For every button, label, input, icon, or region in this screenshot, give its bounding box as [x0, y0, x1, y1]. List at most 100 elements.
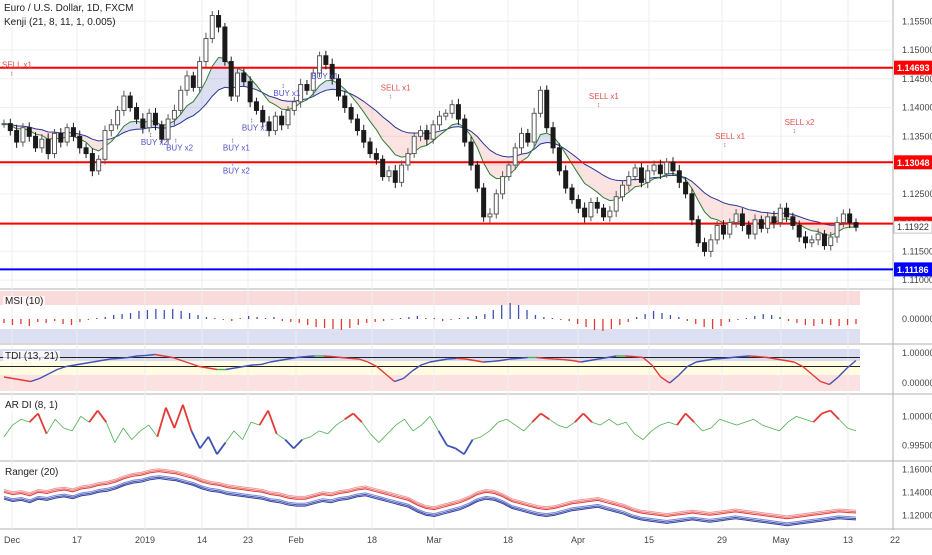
indicator-title: Kenji (21, 8, 11, 1, 0.005): [4, 17, 116, 28]
tdi-tick-label: 1.00000: [902, 348, 932, 358]
candle-body: [613, 196, 619, 212]
candle-body: [765, 216, 771, 229]
tdi-segment: [589, 358, 599, 362]
candle-body: [834, 222, 840, 238]
candle-body: [380, 158, 386, 178]
ranger-band: [3, 471, 857, 520]
candle-body: [847, 213, 853, 224]
time-tick-label: 2019: [135, 535, 155, 545]
ma-cloud: [572, 153, 579, 174]
tdi-segment: [367, 361, 378, 368]
tdi-segment: [101, 358, 111, 362]
ardi-segment: [71, 416, 82, 432]
tdi-segment: [509, 357, 519, 360]
ma-cloud: [540, 133, 547, 145]
ardi-segment: [3, 424, 13, 437]
time-tick-label: 18: [367, 535, 377, 545]
ardi-segment: [122, 427, 133, 440]
tdi-segment: [784, 359, 794, 363]
candle-body: [89, 153, 95, 172]
candle-body: [626, 176, 632, 186]
candle-body: [550, 127, 556, 149]
candle-body: [544, 89, 550, 129]
ardi-segment: [199, 436, 210, 449]
candle-body: [146, 112, 152, 129]
tdi-segment: [492, 359, 502, 363]
price-label-box: [894, 262, 932, 277]
ma-cloud: [41, 129, 49, 140]
price-tick-label: 1.15500: [902, 16, 932, 26]
tdi-segment: [722, 356, 732, 360]
ardi-segment: [233, 430, 243, 440]
tdi-segment: [394, 377, 404, 383]
tdi-segment: [252, 363, 262, 366]
tdi-segment: [598, 356, 608, 360]
ardi-segment: [327, 424, 337, 435]
tdi-segment: [563, 358, 573, 362]
ardi-segment: [762, 424, 771, 429]
ma-cloud: [382, 116, 389, 147]
ma-cloud: [319, 80, 326, 93]
ma-cloud: [818, 222, 825, 235]
candle-body: [803, 236, 809, 244]
tdi-segment: [820, 380, 830, 386]
tdi-segment: [837, 367, 848, 378]
candle-body: [506, 164, 512, 178]
ma-cloud: [205, 66, 213, 105]
sell-marker: SELL x1: [589, 92, 619, 101]
candle-body: [373, 153, 379, 160]
tdi-segment: [145, 353, 155, 357]
buy-marker: BUY x1: [273, 89, 301, 98]
candle-body: [443, 112, 449, 117]
candle-body: [790, 216, 796, 226]
buy-arrow: ↕: [174, 138, 178, 145]
candle-body: [329, 63, 335, 80]
buy-arrow: ↕: [149, 132, 153, 139]
candle-body: [588, 201, 594, 218]
tdi-segment: [740, 355, 750, 358]
ranger-band: [3, 476, 857, 525]
ma-cloud: [193, 92, 200, 116]
candle-body: [20, 127, 26, 143]
candle-body: [777, 207, 783, 224]
ardi-segment: [625, 421, 635, 435]
price-label-text: 1.13048: [897, 158, 930, 168]
ma-cloud: [496, 154, 503, 179]
ma-cloud: [357, 97, 364, 113]
price-label-text: 1.11186: [897, 265, 929, 275]
tdi-segment: [350, 357, 360, 360]
candle-body: [739, 213, 745, 226]
tdi-segment: [705, 358, 715, 362]
candle-body: [209, 15, 215, 40]
tdi-segment: [402, 370, 413, 380]
ardi-segment: [370, 433, 380, 443]
tdi-segment: [385, 373, 395, 383]
ranger-tick-label: 1.14000: [902, 487, 932, 497]
price-tick-label: 1.14000: [902, 103, 932, 113]
buy-arrow: ↕: [231, 138, 235, 145]
candle-body: [676, 170, 682, 183]
candle-body: [197, 61, 203, 88]
tdi-segment: [57, 365, 67, 371]
candle-body: [405, 153, 411, 166]
ardi-segment: [361, 421, 371, 435]
tdi-segment: [660, 376, 671, 384]
ardi-segment: [472, 436, 482, 441]
tdi-segment: [828, 376, 839, 386]
candle-body: [733, 213, 739, 224]
ardi-segment: [165, 407, 176, 429]
candle-body: [39, 138, 45, 149]
ardi-segment: [489, 421, 499, 432]
ardi-segment: [506, 418, 516, 426]
time-tick-label: Dec: [4, 535, 21, 545]
ardi-segment: [80, 416, 90, 423]
candle-body: [285, 109, 291, 126]
ma-cloud: [717, 199, 724, 223]
tdi-segment: [12, 377, 22, 381]
ardi-segment: [319, 430, 328, 435]
ardi-segment: [404, 419, 414, 432]
tdi-segment: [30, 377, 40, 383]
ardi-segment: [566, 421, 576, 429]
tdi-segment: [83, 361, 93, 365]
